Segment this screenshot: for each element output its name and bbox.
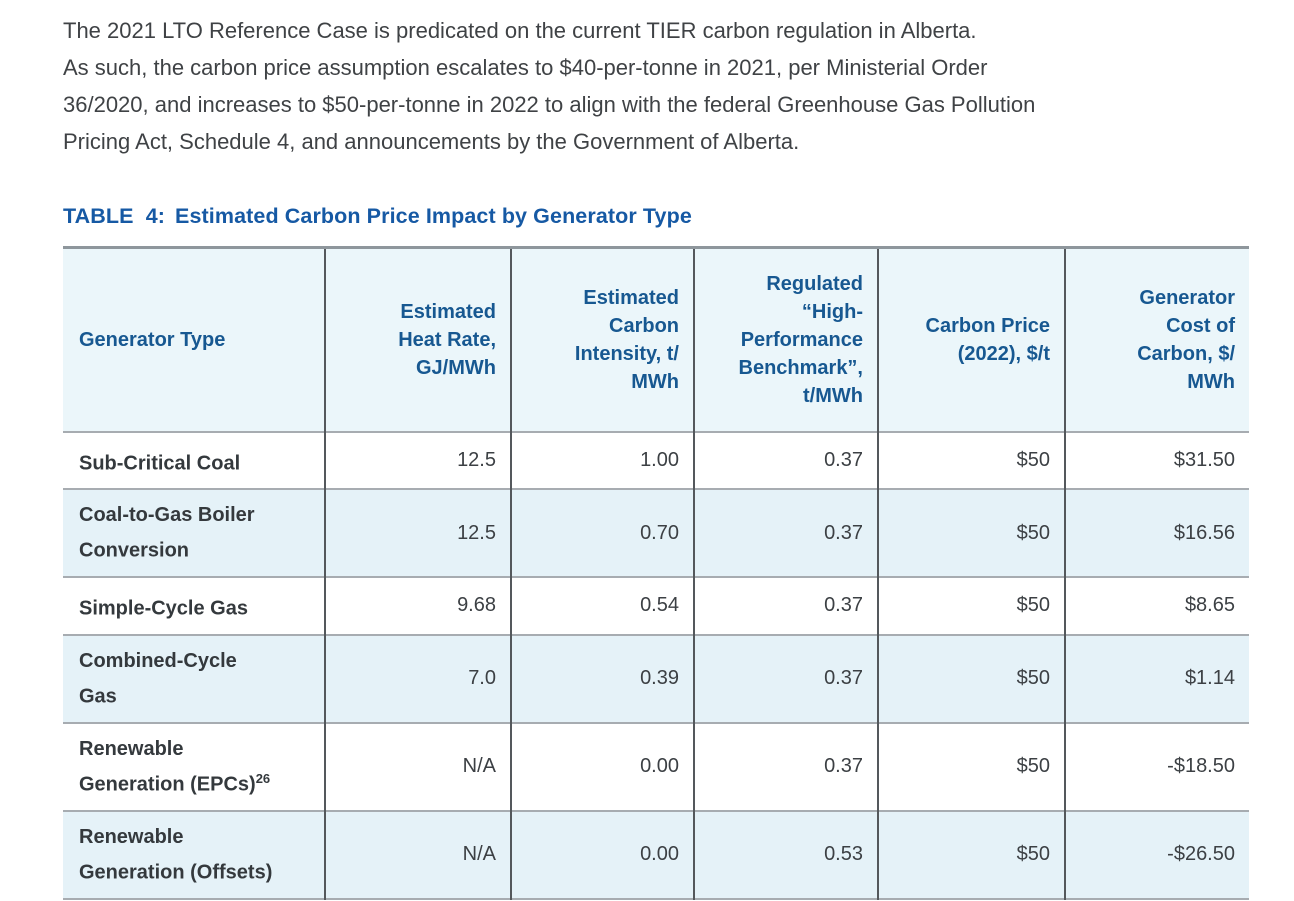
row-label: Coal-to-Gas Boiler Conversion (79, 504, 255, 562)
table-caption-title: Estimated Carbon Price Impact by Generat… (175, 204, 692, 228)
cell-carbon-price: $50 (877, 489, 1065, 578)
cell-benchmark: 0.37 (693, 634, 878, 723)
row-label: Sub-Critical Coal (79, 452, 241, 475)
cell-cost-of-carbon: $8.65 (1064, 577, 1249, 635)
header-row: Generator Type Estimated Heat Rate, GJ/M… (63, 247, 1249, 432)
header-benchmark: Regulated “High- Performance Benchmark”,… (693, 247, 878, 432)
cell-carbon-intensity: 0.39 (510, 634, 694, 723)
footnote-superscript: 26 (255, 770, 271, 786)
cell-generator-type: Combined-Cycle Gas (63, 635, 325, 723)
header-carbon-intensity: Estimated Carbon Intensity, t/ MWh (510, 247, 694, 432)
cell-heat-rate: N/A (324, 810, 511, 899)
table-header: Generator Type Estimated Heat Rate, GJ/M… (63, 247, 1249, 432)
cell-carbon-price: $50 (877, 577, 1065, 635)
header-cost-of-carbon: Generator Cost of Carbon, $/ MWh (1064, 247, 1249, 432)
header-carbon-price: Carbon Price (2022), $/t (877, 247, 1065, 432)
cell-generator-type: Renewable Generation (EPCs)26 (63, 723, 325, 811)
cell-heat-rate: 7.0 (324, 634, 511, 723)
cell-carbon-price: $50 (877, 431, 1065, 490)
cell-carbon-price: $50 (877, 634, 1065, 723)
table-body: Sub-Critical Coal 12.5 1.00 0.37 $50 $31… (63, 431, 1249, 899)
cell-benchmark: 0.37 (693, 577, 878, 635)
cell-carbon-price: $50 (877, 810, 1065, 899)
cell-heat-rate: N/A (324, 722, 511, 811)
intro-paragraph: The 2021 LTO Reference Case is predicate… (63, 18, 1036, 154)
header-heat-rate: Estimated Heat Rate, GJ/MWh (324, 247, 511, 432)
cell-benchmark: 0.53 (693, 810, 878, 899)
cell-generator-type: Sub-Critical Coal (63, 432, 325, 490)
table-row-renewable-offsets: Renewable Generation (Offsets) N/A 0.00 … (63, 810, 1249, 899)
cell-generator-type: Renewable Generation (Offsets) (63, 811, 325, 899)
cell-cost-of-carbon: $16.56 (1064, 489, 1249, 578)
cell-carbon-price: $50 (877, 722, 1065, 811)
cell-benchmark: 0.37 (693, 431, 878, 490)
cell-benchmark: 0.37 (693, 489, 878, 578)
cell-carbon-intensity: 0.54 (510, 577, 694, 635)
cell-cost-of-carbon: $1.14 (1064, 634, 1249, 723)
cell-carbon-intensity: 1.00 (510, 431, 694, 490)
cell-heat-rate: 12.5 (324, 431, 511, 490)
table-row-combined-cycle-gas: Combined-Cycle Gas 7.0 0.39 0.37 $50 $1.… (63, 634, 1249, 723)
header-generator-type: Generator Type (79, 328, 226, 351)
cell-generator-type: Coal-to-Gas Boiler Conversion (63, 489, 325, 577)
table-row-renewable-epcs: Renewable Generation (EPCs)26 N/A 0.00 0… (63, 722, 1249, 811)
cell-carbon-intensity: 0.00 (510, 722, 694, 811)
cell-carbon-intensity: 0.00 (510, 810, 694, 899)
cell-cost-of-carbon: -$18.50 (1064, 722, 1249, 811)
cell-carbon-intensity: 0.70 (510, 489, 694, 578)
cell-cost-of-carbon: $31.50 (1064, 431, 1249, 490)
table-row-sub-critical-coal: Sub-Critical Coal 12.5 1.00 0.37 $50 $31… (63, 431, 1249, 490)
table-row-simple-cycle-gas: Simple-Cycle Gas 9.68 0.54 0.37 $50 $8.6… (63, 577, 1249, 635)
row-label: Renewable Generation (EPCs) (79, 737, 256, 796)
carbon-price-table: Generator Type Estimated Heat Rate, GJ/M… (63, 246, 1249, 900)
row-label: Combined-Cycle Gas (79, 649, 237, 708)
cell-cost-of-carbon: -$26.50 (1064, 810, 1249, 899)
row-label: Simple-Cycle Gas (79, 597, 248, 620)
table-caption-label: TABLE 4: (63, 204, 166, 228)
row-label: Renewable Generation (Offsets) (79, 825, 273, 884)
cell-generator-type: Simple-Cycle Gas (63, 577, 325, 635)
table-caption: TABLE 4: Estimated Carbon Price Impact by… (63, 204, 1249, 229)
cell-heat-rate: 12.5 (324, 489, 511, 578)
cell-heat-rate: 9.68 (324, 577, 511, 635)
table-row-coal-to-gas: Coal-to-Gas Boiler Conversion 12.5 0.70 … (63, 489, 1249, 578)
cell-benchmark: 0.37 (693, 722, 878, 811)
